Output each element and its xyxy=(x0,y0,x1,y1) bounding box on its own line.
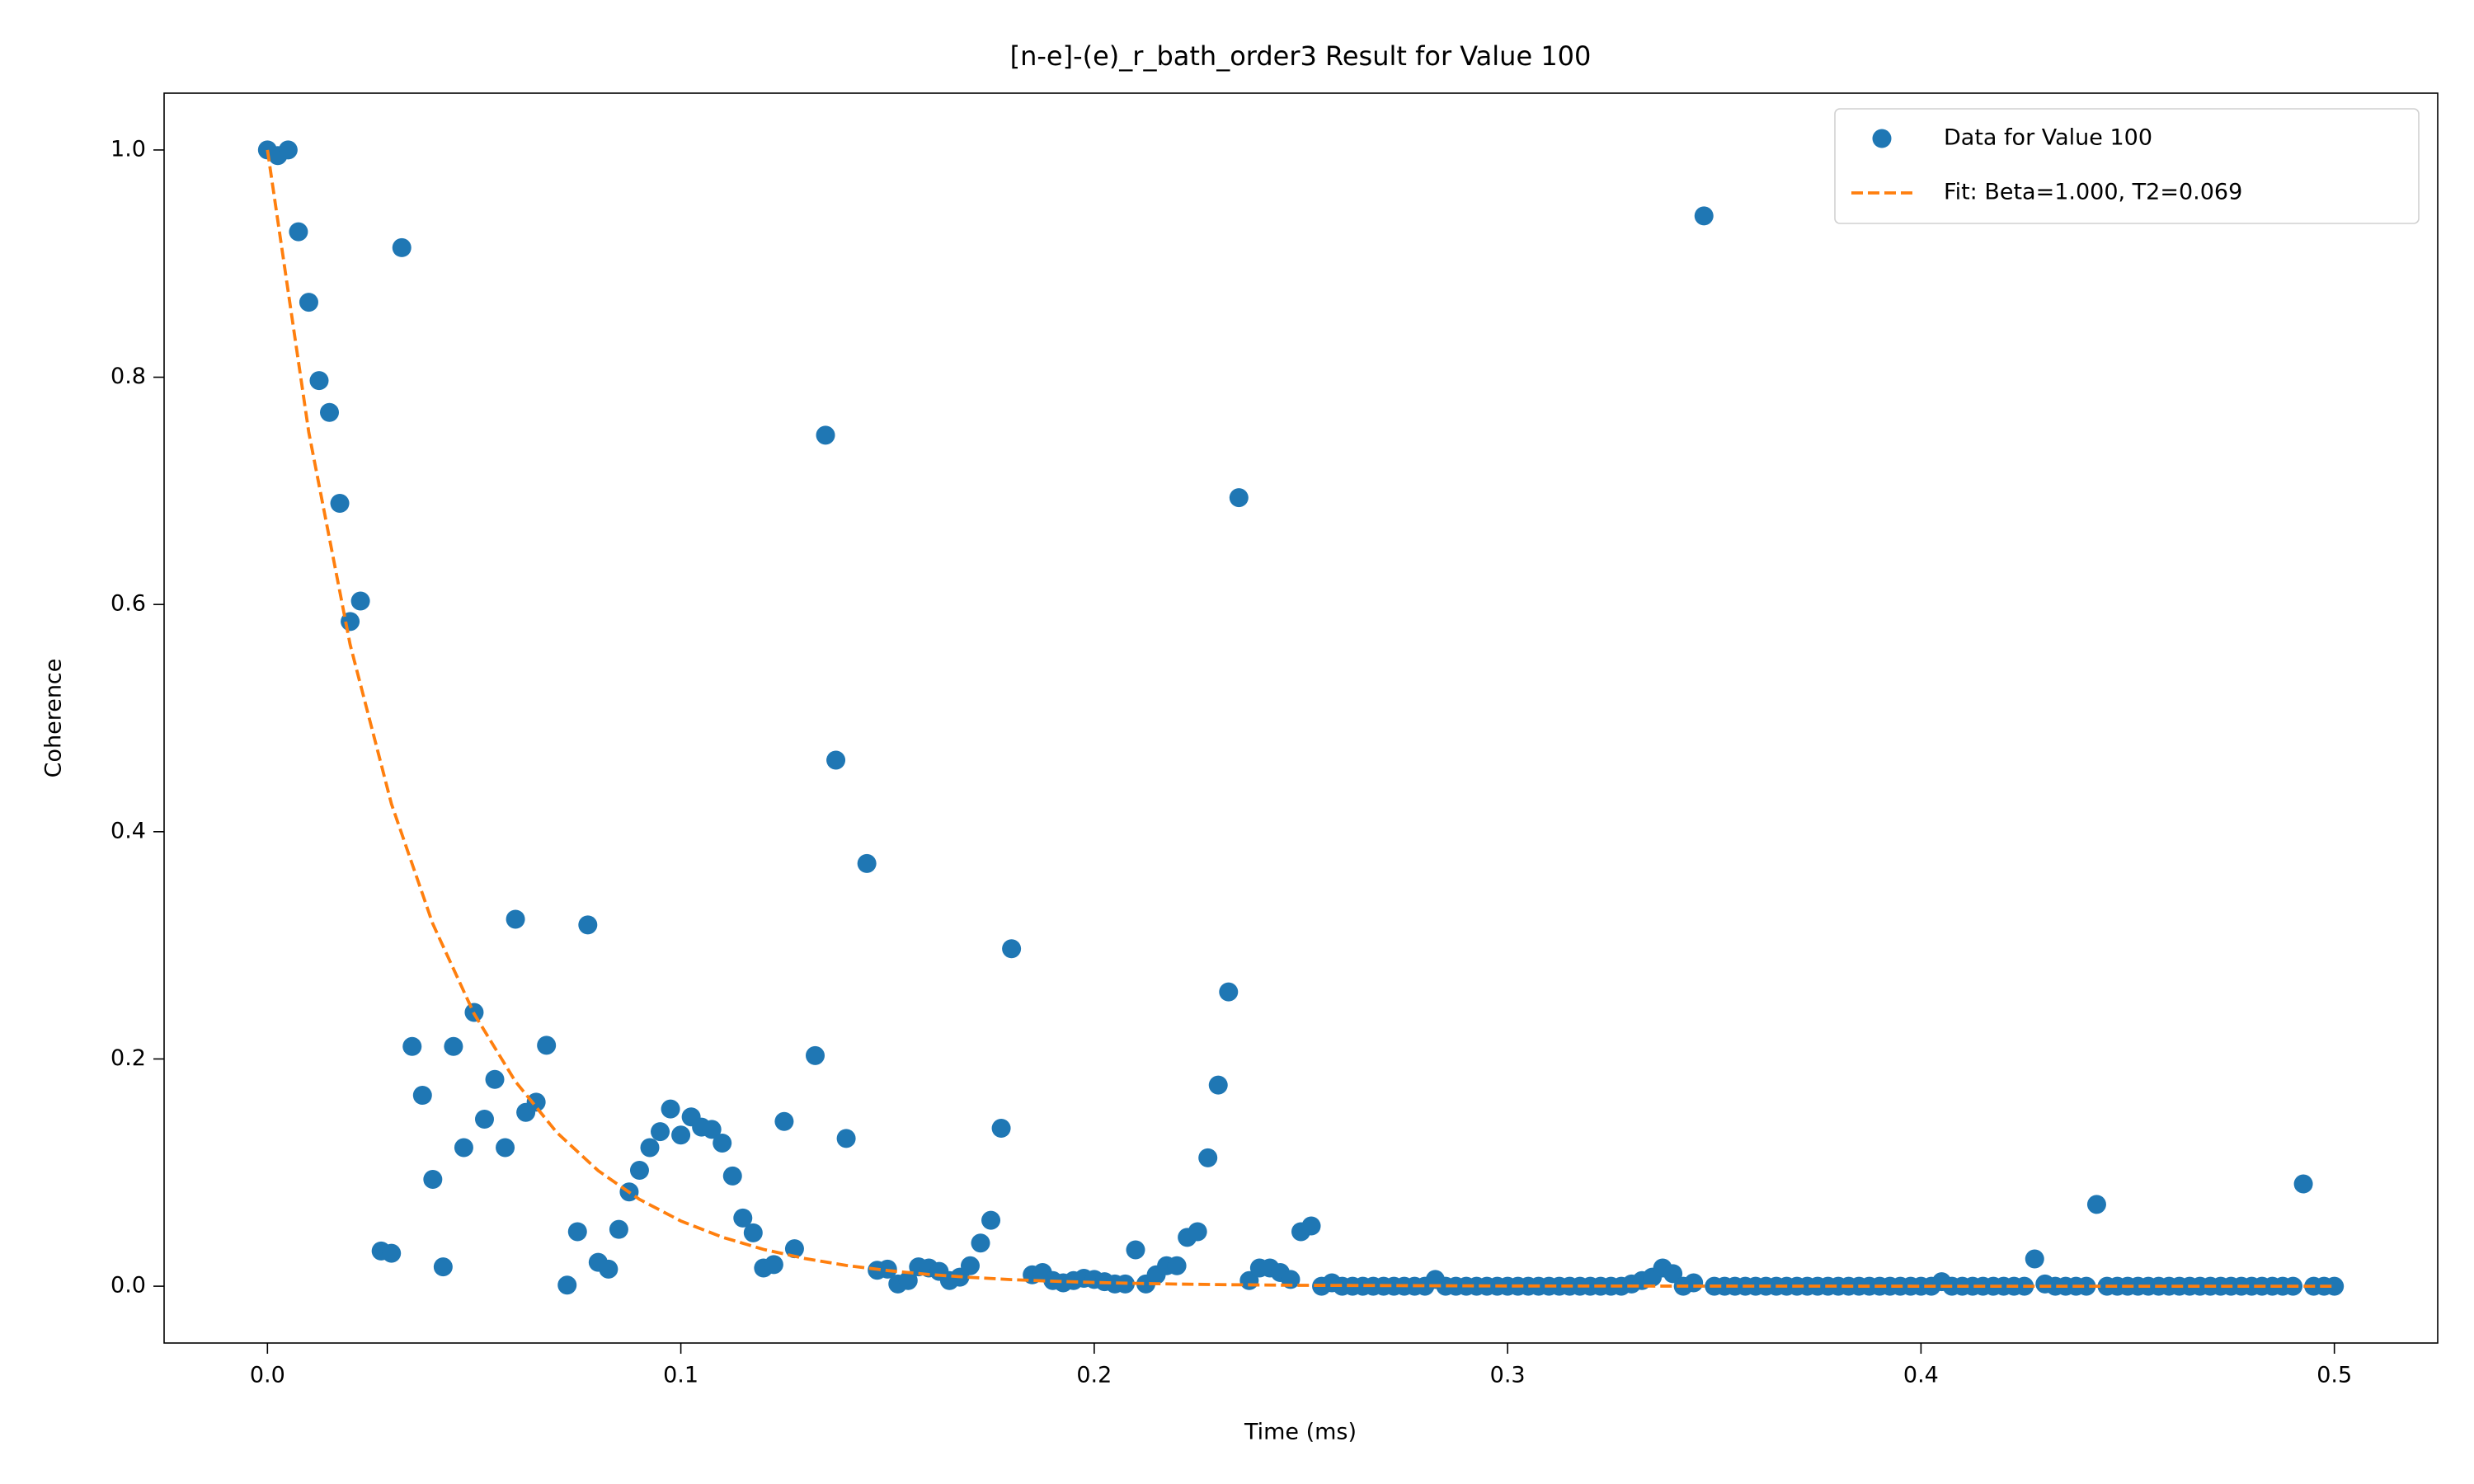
data-point xyxy=(2293,1174,2313,1194)
data-point xyxy=(289,222,308,242)
y-tick-label: 0.2 xyxy=(111,1045,146,1071)
data-point xyxy=(774,1111,794,1131)
data-point xyxy=(784,1239,804,1259)
x-tick-label: 0.0 xyxy=(250,1363,285,1388)
data-point xyxy=(733,1208,753,1228)
fit-line xyxy=(266,149,2335,1288)
data-point xyxy=(1126,1240,1145,1260)
data-point xyxy=(474,1109,494,1129)
data-point xyxy=(1301,1216,1321,1236)
data-point xyxy=(713,1133,732,1153)
data-point xyxy=(320,402,340,422)
data-point xyxy=(671,1125,691,1145)
x-axis-label: Time (ms) xyxy=(1244,1420,1357,1445)
legend-marker xyxy=(1872,129,1892,148)
data-point xyxy=(526,1092,546,1112)
x-tick-label: 0.2 xyxy=(1076,1363,1112,1388)
data-point xyxy=(454,1138,473,1158)
data-point xyxy=(506,909,525,929)
data-point xyxy=(423,1170,443,1190)
data-point xyxy=(1002,939,1022,959)
y-tick-label: 1.0 xyxy=(111,136,146,162)
data-point xyxy=(567,1222,587,1242)
data-point xyxy=(1684,1273,1704,1293)
legend-box xyxy=(1834,108,2420,224)
data-point xyxy=(991,1119,1011,1139)
data-point xyxy=(299,293,318,312)
data-point xyxy=(971,1233,990,1253)
data-point xyxy=(722,1166,742,1186)
data-point xyxy=(1198,1148,1218,1167)
data-point xyxy=(857,853,877,873)
data-point xyxy=(743,1223,763,1242)
data-point xyxy=(702,1120,722,1139)
data-point xyxy=(640,1138,660,1158)
data-point xyxy=(826,750,846,770)
data-point xyxy=(981,1210,1001,1230)
data-point xyxy=(496,1138,515,1158)
data-point xyxy=(836,1129,856,1148)
data-point xyxy=(350,591,370,611)
data-point xyxy=(609,1219,628,1239)
data-point xyxy=(651,1122,670,1142)
y-tick-label: 0.8 xyxy=(111,364,146,389)
chart-title: [n-e]-(e)_r_bath_order3 Result for Value… xyxy=(1010,40,1592,72)
data-point xyxy=(382,1243,402,1263)
data-point xyxy=(309,371,329,391)
data-point xyxy=(1208,1075,1228,1095)
data-point xyxy=(661,1099,680,1119)
legend-label: Fit: Beta=1.000, T2=0.069 xyxy=(1944,180,2242,205)
data-point xyxy=(1219,982,1239,1002)
x-tick-label: 0.4 xyxy=(1903,1363,1939,1388)
data-point xyxy=(898,1270,918,1290)
data-point xyxy=(433,1257,453,1277)
data-point xyxy=(278,140,298,160)
data-point xyxy=(444,1036,463,1056)
x-tick-label: 0.1 xyxy=(663,1363,698,1388)
data-point xyxy=(412,1086,432,1106)
data-point xyxy=(960,1256,980,1275)
data-point xyxy=(2077,1276,2096,1296)
y-axis-label: Coherence xyxy=(41,659,67,778)
data-point xyxy=(1229,488,1249,508)
data-point xyxy=(485,1069,505,1089)
data-point xyxy=(816,425,835,445)
x-tick-label: 0.5 xyxy=(2316,1363,2352,1388)
data-point xyxy=(2025,1249,2044,1269)
data-point xyxy=(402,1036,422,1056)
data-point xyxy=(578,915,598,935)
y-tick-label: 0.0 xyxy=(111,1273,146,1298)
data-point xyxy=(764,1255,783,1275)
data-point xyxy=(2325,1276,2345,1296)
data-point xyxy=(537,1036,557,1055)
plot-frame xyxy=(163,92,2439,1344)
y-tick-label: 0.6 xyxy=(111,591,146,617)
data-point xyxy=(330,494,350,514)
data-point xyxy=(1663,1264,1683,1284)
data-point xyxy=(599,1259,618,1279)
data-point xyxy=(806,1045,825,1065)
data-point xyxy=(392,237,412,257)
data-point xyxy=(2086,1195,2106,1214)
data-point xyxy=(1188,1222,1207,1242)
x-tick-label: 0.3 xyxy=(1490,1363,1526,1388)
y-tick-label: 0.4 xyxy=(111,818,146,843)
legend-label: Data for Value 100 xyxy=(1944,125,2152,151)
data-point xyxy=(629,1161,649,1181)
data-point xyxy=(1694,206,1714,226)
data-point xyxy=(557,1275,577,1295)
data-point xyxy=(1167,1256,1187,1275)
